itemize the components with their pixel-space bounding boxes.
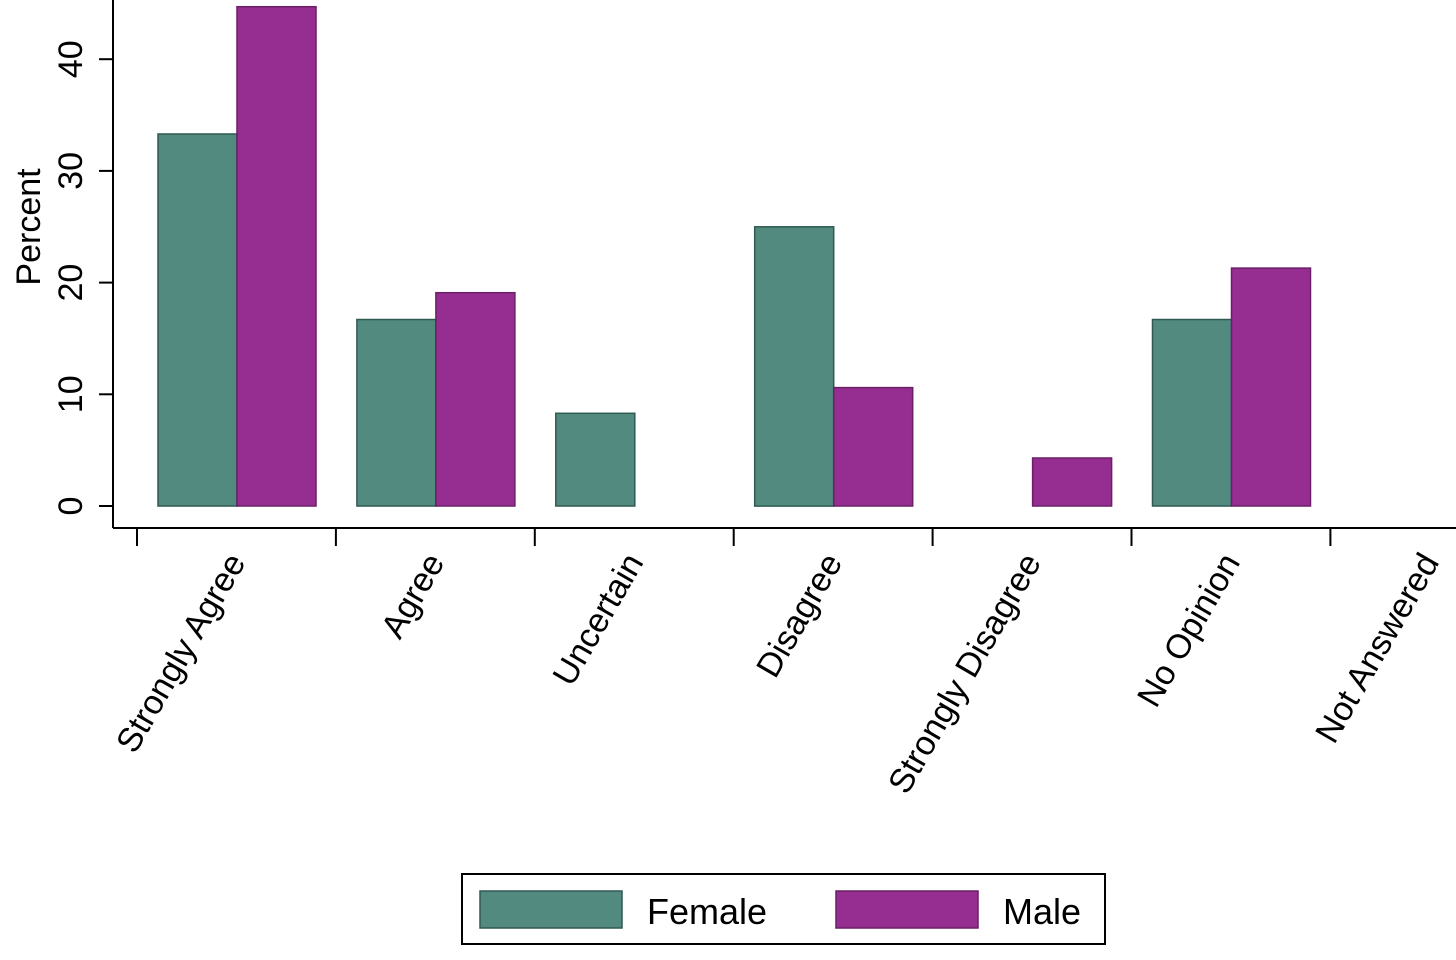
y-tick-label-10: 10 [52,375,90,413]
x-category-label-uncertain: Uncertain [546,547,652,692]
bar-female-disagree [753,226,835,507]
bar-male-agree [435,291,516,507]
x-category-label-strongly-disagree: Strongly Disagree [881,547,1049,800]
bar-male-strongly-agree [236,5,317,507]
legend-label-female: Female [647,891,767,932]
bar-male-no-opinion [1230,267,1312,507]
legend-label-male: Male [1003,891,1081,932]
y-tick-label-40: 40 [52,40,90,78]
x-category-label-agree: Agree [374,547,452,645]
bar-female-agree [356,318,437,507]
bar-female-strongly-agree [157,133,238,507]
legend-swatch-male [835,890,979,929]
x-category-label-disagree: Disagree [749,547,850,684]
x-category-label-strongly-agree: Strongly Agree [109,547,253,759]
x-category-label-no-opinion: No Opinion [1130,547,1248,713]
y-tick-label-20: 20 [52,264,90,302]
legend-swatch-female [479,890,623,929]
x-category-label-not-answered: Not Answered [1308,547,1447,749]
y-ticks: 0 10 20 30 40 [52,40,113,515]
y-axis-title: Percent [10,168,48,286]
bar-male-disagree [832,386,914,507]
bar-female-uncertain [555,412,636,507]
x-ticks: Strongly Agree Agree Uncertain Disagree Stro… [109,528,1447,800]
legend: Female Male [461,873,1106,945]
y-tick-label-0: 0 [52,497,90,516]
bars-layer [157,5,1312,507]
bar-female-no-opinion [1151,318,1233,507]
bar-male-strongly-disagree [1031,457,1113,507]
y-tick-label-30: 30 [52,152,90,190]
